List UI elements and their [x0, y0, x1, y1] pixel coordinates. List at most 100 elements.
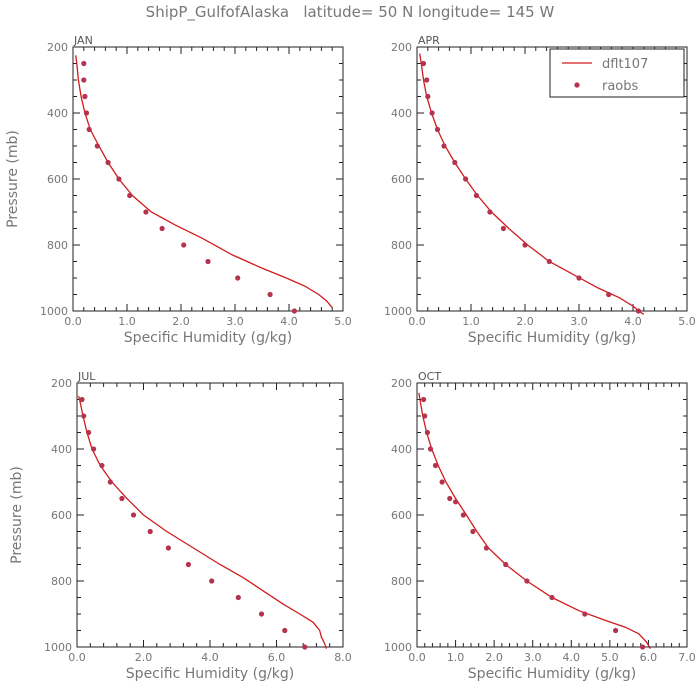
panel-oct-series-raobs-point	[503, 561, 509, 568]
panel-apr-series-raobs-point	[576, 275, 582, 281]
panel-jan-xtick-label: 4.0	[280, 315, 298, 328]
panel-jan: JAN 0.0 1.0 2.0 3.0 4.0 5.0 200 400 600 800 1000 Spe…	[5, 34, 352, 346]
panel-oct-series-raobs-point	[483, 545, 489, 551]
panel-jan-ytick-label: 1000	[40, 305, 68, 318]
panel-jul-series-dflt107-line	[78, 396, 328, 649]
panel-apr-series-raobs-point	[635, 308, 642, 314]
panel-jul-xtick-label: 6.0	[268, 651, 286, 664]
panel-jul-xtick-label: 4.0	[201, 651, 219, 664]
legend: dflt107 raobs	[549, 48, 685, 98]
panel-jul-ytick-label: 1000	[44, 641, 72, 654]
panel-jul-ytick-label: 200	[51, 377, 72, 390]
panel-oct-ytick-label: 200	[391, 377, 412, 390]
panel-oct-frame	[416, 382, 688, 648]
panel-oct-ytick-label: 800	[391, 575, 412, 588]
panel-oct-series-raobs-point	[640, 644, 646, 650]
panel-apr-xtick-label: 4.0	[624, 315, 642, 328]
panel-apr-xlabel: Specific Humidity (g/kg)	[468, 330, 636, 346]
panel-jul-series-raobs-point	[165, 545, 171, 551]
panel-apr-xtick-label: 1.0	[462, 315, 480, 328]
panel-oct-series-raobs-point	[582, 611, 588, 617]
panel-jul-series-raobs-point	[209, 578, 215, 584]
panel-oct-series-raobs-point	[613, 627, 619, 634]
panel-apr-label: APR	[418, 34, 440, 47]
panel-apr-ytick-label: 600	[391, 173, 412, 186]
panel-jul-series-raobs-point	[282, 627, 288, 634]
panel-oct-xtick-label: 6.0	[640, 651, 658, 664]
panel-oct-series-raobs-point	[453, 499, 459, 505]
panel-apr-xtick-label: 5.0	[678, 315, 696, 328]
panel-jul-series-raobs-point	[302, 644, 308, 650]
legend-obs-swatch	[574, 82, 580, 88]
figure-title: ShipP_GulfofAlaska latitude= 50 N longit…	[146, 3, 555, 22]
panel-oct-xtick-label: 0.0	[408, 651, 426, 664]
legend-box	[549, 48, 685, 98]
panel-oct-xtick-label: 5.0	[601, 651, 619, 664]
panel-jan-series-raobs-point	[81, 77, 87, 83]
panel-jul-series-raobs-point	[81, 413, 87, 419]
panel-oct-series-raobs-point	[524, 578, 530, 584]
panel-jan-xtick-label: 3.0	[226, 315, 244, 328]
panel-jul-ytick-label: 600	[51, 509, 72, 522]
panel-jan-frame	[72, 46, 344, 312]
panel-oct-series-raobs-point	[421, 396, 427, 403]
panel-jan-series-raobs-point	[159, 225, 165, 232]
panel-jul-series-raobs-point	[235, 594, 241, 601]
panel-oct-series-raobs-point	[432, 462, 439, 469]
panel-jul-xtick-label: 2.0	[135, 651, 153, 664]
panel-jul-ytick-label: 800	[51, 575, 72, 588]
panel-oct-xtick-label: 4.0	[563, 651, 581, 664]
panel-jul-series-raobs-point	[147, 528, 153, 535]
panel-jul-series-raobs-point	[185, 561, 191, 568]
panel-apr-ytick-label: 1000	[384, 305, 412, 318]
panel-jan-ylabel: Pressure (mb)	[5, 130, 21, 228]
panel-apr-ytick-label: 400	[391, 107, 412, 120]
panel-jan-ytick-label: 600	[47, 173, 68, 186]
panel-apr-series-raobs-point	[522, 242, 528, 248]
panel-jul-series-raobs-point	[130, 512, 137, 518]
panel-oct-series-raobs-point	[460, 512, 466, 518]
panel-oct-series-raobs-point	[470, 528, 476, 535]
panel-oct-series-raobs-point	[424, 429, 430, 436]
panel-jul-series-raobs-point	[258, 611, 265, 617]
panel-jan-label: JAN	[73, 34, 93, 47]
panel-apr-series-raobs-point	[441, 143, 447, 149]
panel-oct-series-raobs-point	[439, 479, 445, 485]
panel-jul-series-raobs-point	[79, 396, 85, 403]
panel-apr-xtick-label: 3.0	[570, 315, 588, 328]
panel-jul-series-raobs-point	[86, 429, 92, 436]
panel-apr-series-raobs-point	[420, 60, 427, 67]
panel-apr-series-raobs-point	[425, 93, 431, 100]
panel-jan-ytick-label: 200	[47, 41, 68, 54]
panel-apr-ytick-label: 800	[391, 239, 412, 252]
panel-jul-xlabel: Specific Humidity (g/kg)	[126, 666, 294, 682]
panel-jan-xtick-label: 0.0	[64, 315, 82, 328]
panel-jul: JUL 0.0 2.0 4.0 6.0 8.0 200 400 600 800 1000 Specif…	[9, 370, 352, 682]
panel-jul-series-raobs-point	[99, 462, 105, 469]
panel-jan-series-raobs-point	[82, 93, 88, 100]
panel-jan-xtick-label: 1.0	[118, 315, 136, 328]
panel-apr-series-dflt107-line	[419, 53, 645, 315]
panel-jan-xtick-label: 2.0	[172, 315, 190, 328]
panel-jul-series-raobs-point	[107, 479, 113, 485]
panel-jan-xtick-label: 5.0	[334, 315, 352, 328]
panel-oct-ytick-label: 600	[391, 509, 412, 522]
panel-jan-series-raobs-point	[291, 308, 297, 314]
panel-oct: OCT 0.0 1.0 2.0 3.0 4.0 5.0 6.0 7.0 200 400 600 800 1…	[384, 370, 696, 682]
panel-oct-series-raobs-point	[422, 413, 428, 419]
panel-oct-ytick-label: 400	[391, 443, 412, 456]
panel-jan-ytick-label: 400	[47, 107, 68, 120]
panel-jan-series-raobs-point	[94, 143, 100, 149]
panel-jan-series-raobs-point	[83, 110, 90, 116]
panel-jan-series-raobs-point	[235, 275, 241, 281]
panel-jan-series-raobs-point	[86, 126, 92, 133]
panel-oct-series-raobs-point	[549, 594, 555, 601]
panel-apr-series-raobs-point	[606, 291, 612, 298]
panel-oct-series-raobs-point	[447, 495, 453, 502]
panel-jul-xtick-label: 0.0	[68, 651, 86, 664]
panel-apr-xtick-label: 2.0	[516, 315, 534, 328]
panel-apr-series-raobs-point	[452, 159, 458, 166]
legend-obs-label: raobs	[602, 79, 639, 94]
panel-oct-xtick-label: 3.0	[524, 651, 542, 664]
